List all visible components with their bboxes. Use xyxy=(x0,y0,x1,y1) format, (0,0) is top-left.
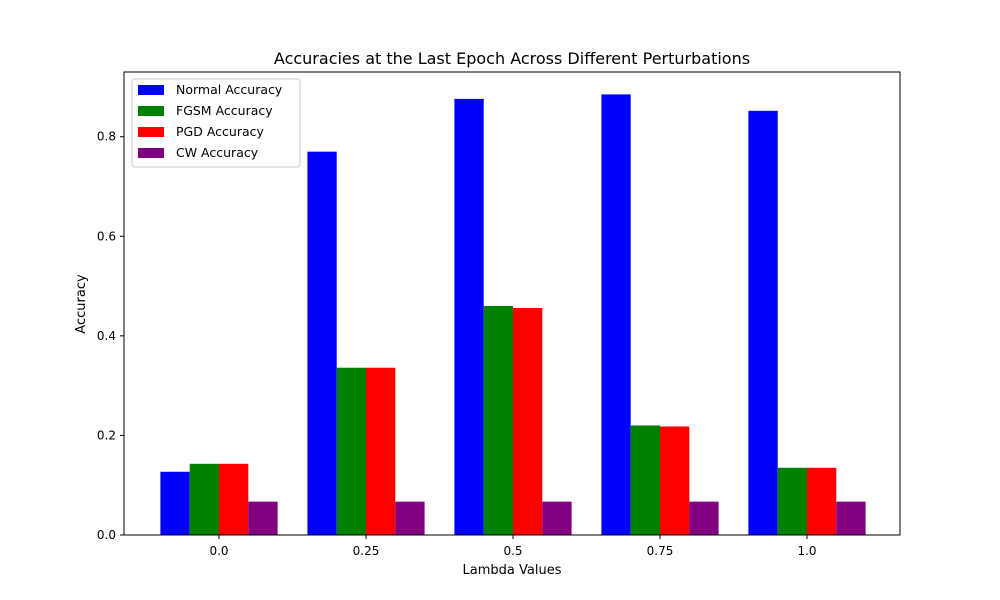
plot-area-frame xyxy=(123,71,901,536)
legend-label: CW Accuracy xyxy=(176,145,259,160)
chart-title: Accuracies at the Last Epoch Across Diff… xyxy=(274,49,750,68)
bar-pgd-accuracy-0.25 xyxy=(366,367,396,535)
bar-cw-accuracy-0.0 xyxy=(248,501,278,535)
ticks-layer: 0.0 0.25 0.5 0.75 1.0 0.0 0.2 0.4 0.6 0.8 xyxy=(97,130,817,558)
y-tick-label: 0.2 xyxy=(97,428,116,442)
bar-pgd-accuracy-1.0 xyxy=(807,467,837,535)
legend-swatch-normal-accuracy xyxy=(138,85,164,95)
bar-fgsm-accuracy-0.75 xyxy=(630,425,660,535)
bar-pgd-accuracy-0.75 xyxy=(660,426,690,535)
bar-pgd-accuracy-0.5 xyxy=(513,307,543,535)
y-axis-label: Accuracy xyxy=(74,274,89,334)
x-axis-label: Lambda Values xyxy=(463,563,562,578)
legend-frame xyxy=(131,78,301,168)
bar-cw-accuracy-0.5 xyxy=(542,501,572,535)
y-tick-label: 0.4 xyxy=(97,329,116,343)
bar-fgsm-accuracy-0.25 xyxy=(336,367,366,535)
x-tick-label: 0.75 xyxy=(647,544,674,558)
bars-layer xyxy=(160,94,866,536)
legend-swatch-fgsm-accuracy xyxy=(138,106,164,116)
legend-swatch-cw-accuracy xyxy=(138,148,164,158)
bar-fgsm-accuracy-0.5 xyxy=(483,305,513,535)
bar-pgd-accuracy-0.0 xyxy=(219,463,249,535)
bar-cw-accuracy-0.75 xyxy=(689,501,719,535)
legend-label: Normal Accuracy xyxy=(176,82,283,97)
y-tick-label: 0.0 xyxy=(97,528,116,542)
y-tick-label: 0.6 xyxy=(97,229,116,243)
bar-cw-accuracy-0.25 xyxy=(395,501,425,535)
bar-cw-accuracy-1.0 xyxy=(836,501,866,535)
bar-normal-accuracy-0.75 xyxy=(601,94,631,536)
bar-normal-accuracy-1.0 xyxy=(748,110,778,535)
y-tick-label: 0.8 xyxy=(97,130,116,144)
legend-swatch-pgd-accuracy xyxy=(138,127,164,137)
bar-normal-accuracy-0.5 xyxy=(454,98,484,535)
legend-label: FGSM Accuracy xyxy=(176,103,273,118)
legend: Normal Accuracy FGSM Accuracy PGD Accuracy… xyxy=(131,78,301,168)
bar-normal-accuracy-0.25 xyxy=(307,151,337,535)
bar-fgsm-accuracy-0.0 xyxy=(189,463,219,535)
bar-normal-accuracy-0.0 xyxy=(160,471,190,535)
x-tick-label: 0.25 xyxy=(353,544,380,558)
x-tick-label: 1.0 xyxy=(797,544,816,558)
bar-fgsm-accuracy-1.0 xyxy=(777,467,807,535)
x-tick-label: 0.0 xyxy=(209,544,228,558)
x-tick-label: 0.5 xyxy=(503,544,522,558)
legend-label: PGD Accuracy xyxy=(176,124,264,139)
